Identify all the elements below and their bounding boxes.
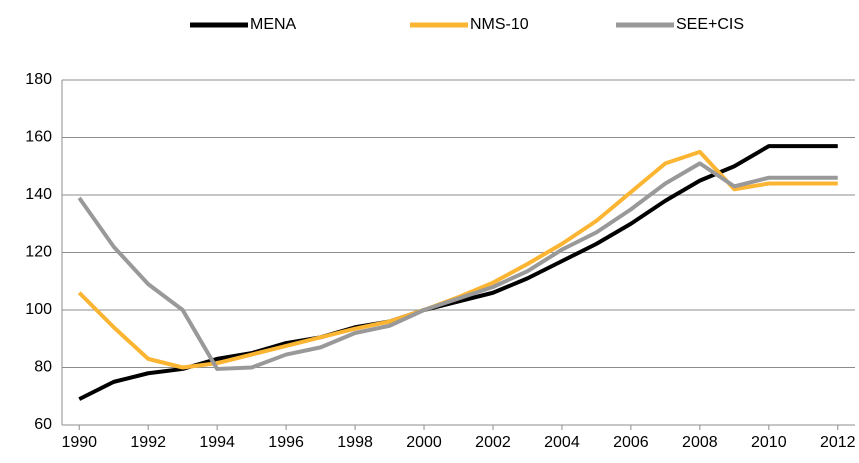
- x-tick-label: 1990: [61, 434, 97, 451]
- x-tick-label: 2008: [682, 434, 718, 451]
- y-tick-label: 180: [25, 71, 52, 88]
- y-tick-label: 60: [34, 416, 52, 433]
- x-tick-label: 2010: [751, 434, 787, 451]
- x-tick-label: 1996: [268, 434, 304, 451]
- legend-label: NMS-10: [470, 16, 529, 33]
- x-tick-label: 2004: [544, 434, 580, 451]
- x-tick-label: 1992: [130, 434, 166, 451]
- y-tick-label: 100: [25, 301, 52, 318]
- series-line: [77, 149, 838, 370]
- series-line: [78, 144, 838, 401]
- x-tick-label: 2012: [820, 434, 856, 451]
- y-tick-label: 140: [25, 186, 52, 203]
- x-tick-label: 1994: [199, 434, 235, 451]
- legend-label: MENA: [250, 16, 297, 33]
- y-tick-label: 80: [34, 359, 52, 376]
- x-tick-label: 2002: [475, 434, 511, 451]
- series-line: [77, 161, 838, 371]
- x-tick-label: 1998: [337, 434, 373, 451]
- legend-label: SEE+CIS: [676, 16, 744, 33]
- y-tick-label: 160: [25, 129, 52, 146]
- x-tick-label: 2000: [406, 434, 442, 451]
- x-tick-label: 2006: [613, 434, 649, 451]
- y-tick-label: 120: [25, 244, 52, 261]
